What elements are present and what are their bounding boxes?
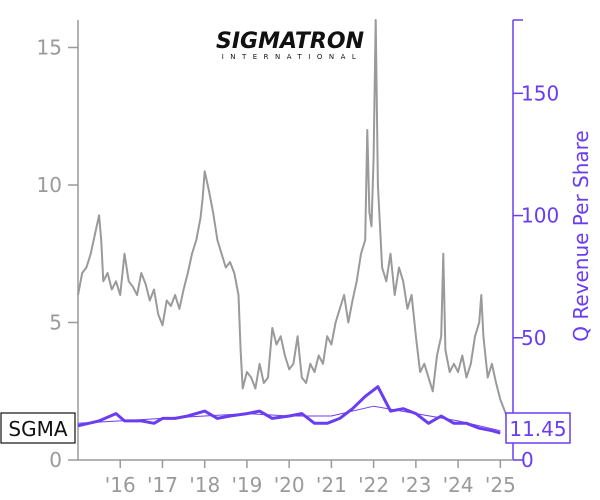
left-tick-label: 15 [37, 36, 62, 60]
series-layer [77, 19, 510, 435]
ticker-box: SGMA [0, 412, 76, 444]
logo-name: SIGMATRON [216, 29, 364, 54]
x-axis-ticks: '16 '17 '18 '19 '20 '21 '22 '23 '24 '25 [105, 460, 516, 497]
company-logo: SIGMATRON INTERNATIONAL [216, 29, 364, 61]
x-tick-label: '20 [274, 473, 305, 497]
x-tick-label: '17 [147, 473, 178, 497]
right-tick-label: 50 [521, 326, 546, 350]
right-axis-label: Q Revenue Per Share [569, 130, 593, 342]
x-tick-label: '18 [189, 473, 220, 497]
logo-subtitle: INTERNATIONAL [222, 53, 363, 61]
left-axis-ticks: 0 5 10 15 [37, 36, 78, 472]
x-tick-label: '25 [485, 473, 516, 497]
right-tick-label: 100 [521, 204, 559, 228]
x-tick-label: '24 [443, 473, 474, 497]
x-tick-label: '22 [358, 473, 389, 497]
left-tick-label: 0 [49, 448, 62, 472]
right-tick-label: 150 [521, 81, 559, 105]
x-tick-label: '19 [231, 473, 262, 497]
x-tick-label: '16 [105, 473, 136, 497]
left-tick-label: 5 [49, 311, 62, 335]
revenue-series-line [77, 385, 501, 435]
x-tick-label: '21 [316, 473, 347, 497]
ticker-label: SGMA [8, 417, 67, 441]
last-value-label: 11.45 [509, 417, 566, 441]
right-tick-label: 0 [521, 448, 534, 472]
price-series-line [77, 19, 510, 422]
left-tick-label: 10 [37, 173, 62, 197]
last-value-box: 11.45 [505, 412, 571, 444]
right-axis-ticks: 0 50 100 150 [513, 19, 559, 472]
x-tick-label: '23 [400, 473, 431, 497]
